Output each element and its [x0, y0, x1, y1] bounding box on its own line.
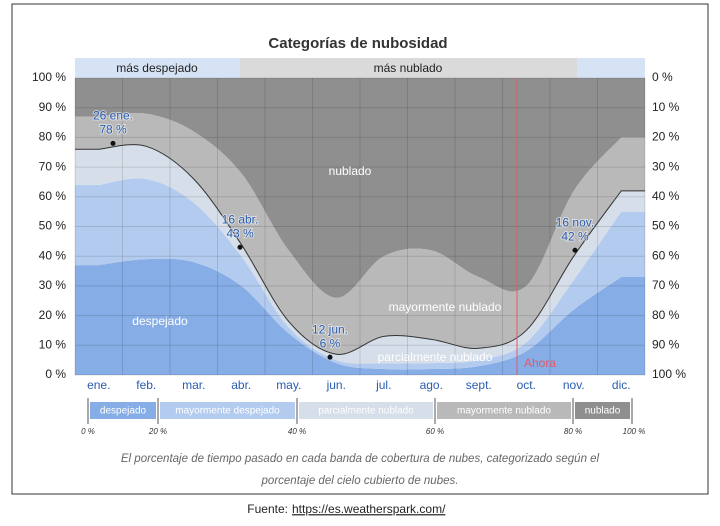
y-tick-label: 80 % [39, 130, 67, 144]
top-band-label: más despejado [116, 61, 198, 75]
x-tick-label: abr. [231, 378, 251, 392]
y2-tick-label: 50 % [652, 219, 680, 233]
legend-tick-label: 100 % [623, 427, 646, 436]
legend-swatch [575, 402, 630, 419]
x-tick-label: oct. [517, 378, 536, 392]
legend-tick-label: 40 % [288, 427, 306, 436]
legend-label: mayormente despejado [175, 406, 280, 417]
y2-tick-label: 70 % [652, 278, 680, 292]
legend-label: nublado [585, 406, 621, 417]
annotation-value: 6 % [320, 336, 341, 350]
caption: El porcentaje de tiempo pasado en cada b… [121, 453, 600, 465]
area-band [75, 112, 645, 355]
source-link[interactable]: https://es.weatherspark.com/ [292, 502, 446, 516]
x-tick-label: may. [276, 378, 301, 392]
top-band-label: más nublado [374, 61, 443, 75]
chart-title: Categorías de nubosidad [268, 35, 447, 52]
y2-tick-label: 30 % [652, 159, 680, 173]
legend-tick-label: 0 % [81, 427, 95, 436]
legend-label: parcialmente nublado [318, 406, 414, 417]
legend-tick-label: 20 % [148, 427, 167, 436]
annotation-date: 16 nov. [556, 215, 594, 229]
y-tick-label: 60 % [39, 189, 67, 203]
legend-tick-label: 80 % [564, 427, 582, 436]
annotation-dot [327, 354, 333, 360]
y-tick-label: 50 % [39, 219, 67, 233]
y-tick-label: 20 % [39, 308, 67, 322]
caption: porcentaje del cielo cubierto de nubes. [261, 475, 459, 487]
x-tick-label: feb. [136, 378, 156, 392]
y-tick-label: 10 % [39, 337, 67, 351]
y-tick-label: 40 % [39, 248, 67, 262]
y2-tick-label: 20 % [652, 130, 680, 144]
now-label: Ahora [524, 356, 556, 370]
y2-tick-label: 80 % [652, 308, 680, 322]
y-tick-label: 90 % [39, 100, 67, 114]
annotation-value: 78 % [99, 123, 127, 137]
legend-label: despejado [100, 406, 147, 417]
x-tick-label: dic. [612, 378, 631, 392]
top-band-clear [577, 58, 645, 78]
source-label: Fuente: [247, 502, 288, 516]
band-label: mayormente nublado [389, 300, 502, 314]
annotation-value: 42 % [561, 229, 589, 243]
x-tick-label: jun. [326, 378, 346, 392]
legend-swatch [437, 402, 571, 419]
annotation-dot [237, 244, 243, 250]
annotation-value: 43 % [226, 226, 254, 240]
annotation-date: 26 ene. [93, 109, 133, 123]
y-tick-label: 30 % [39, 278, 67, 292]
legend-swatch [90, 402, 156, 419]
x-tick-label: sept. [466, 378, 492, 392]
area-band [75, 78, 645, 298]
annotation-date: 12 jun. [312, 322, 348, 336]
x-tick-label: ago. [420, 378, 443, 392]
legend-swatch [160, 402, 295, 419]
y2-tick-label: 0 % [652, 70, 673, 84]
annotation-dot [572, 247, 578, 253]
x-tick-label: nov. [563, 378, 585, 392]
y-tick-label: 70 % [39, 159, 67, 173]
y2-tick-label: 90 % [652, 337, 680, 351]
y2-tick-label: 40 % [652, 189, 680, 203]
x-tick-label: mar. [182, 378, 205, 392]
legend-label: mayormente nublado [457, 406, 551, 417]
area-band [75, 178, 645, 370]
y-tick-label: 100 % [32, 70, 66, 84]
y-tick-label: 0 % [45, 367, 66, 381]
y2-tick-label: 60 % [652, 248, 680, 262]
annotation-date: 16 abr. [222, 212, 259, 226]
area-band [75, 144, 645, 364]
legend-swatch [299, 402, 433, 419]
band-label: nublado [329, 164, 372, 178]
x-tick-label: ene. [87, 378, 110, 392]
boundary-line [75, 144, 645, 355]
band-label: parcialmente nublado [378, 350, 493, 364]
y2-tick-label: 10 % [652, 100, 680, 114]
legend-tick-label: 60 % [426, 427, 444, 436]
x-tick-label: jul. [375, 378, 391, 392]
top-bands: más despejado más nublado [75, 58, 645, 78]
annotation-dot [110, 140, 116, 146]
top-band-cloudy [240, 58, 577, 78]
area-band [75, 258, 645, 375]
top-band-clear [75, 58, 240, 78]
y2-tick-label: 100 % [652, 367, 686, 381]
band-label: despejado [132, 314, 188, 328]
